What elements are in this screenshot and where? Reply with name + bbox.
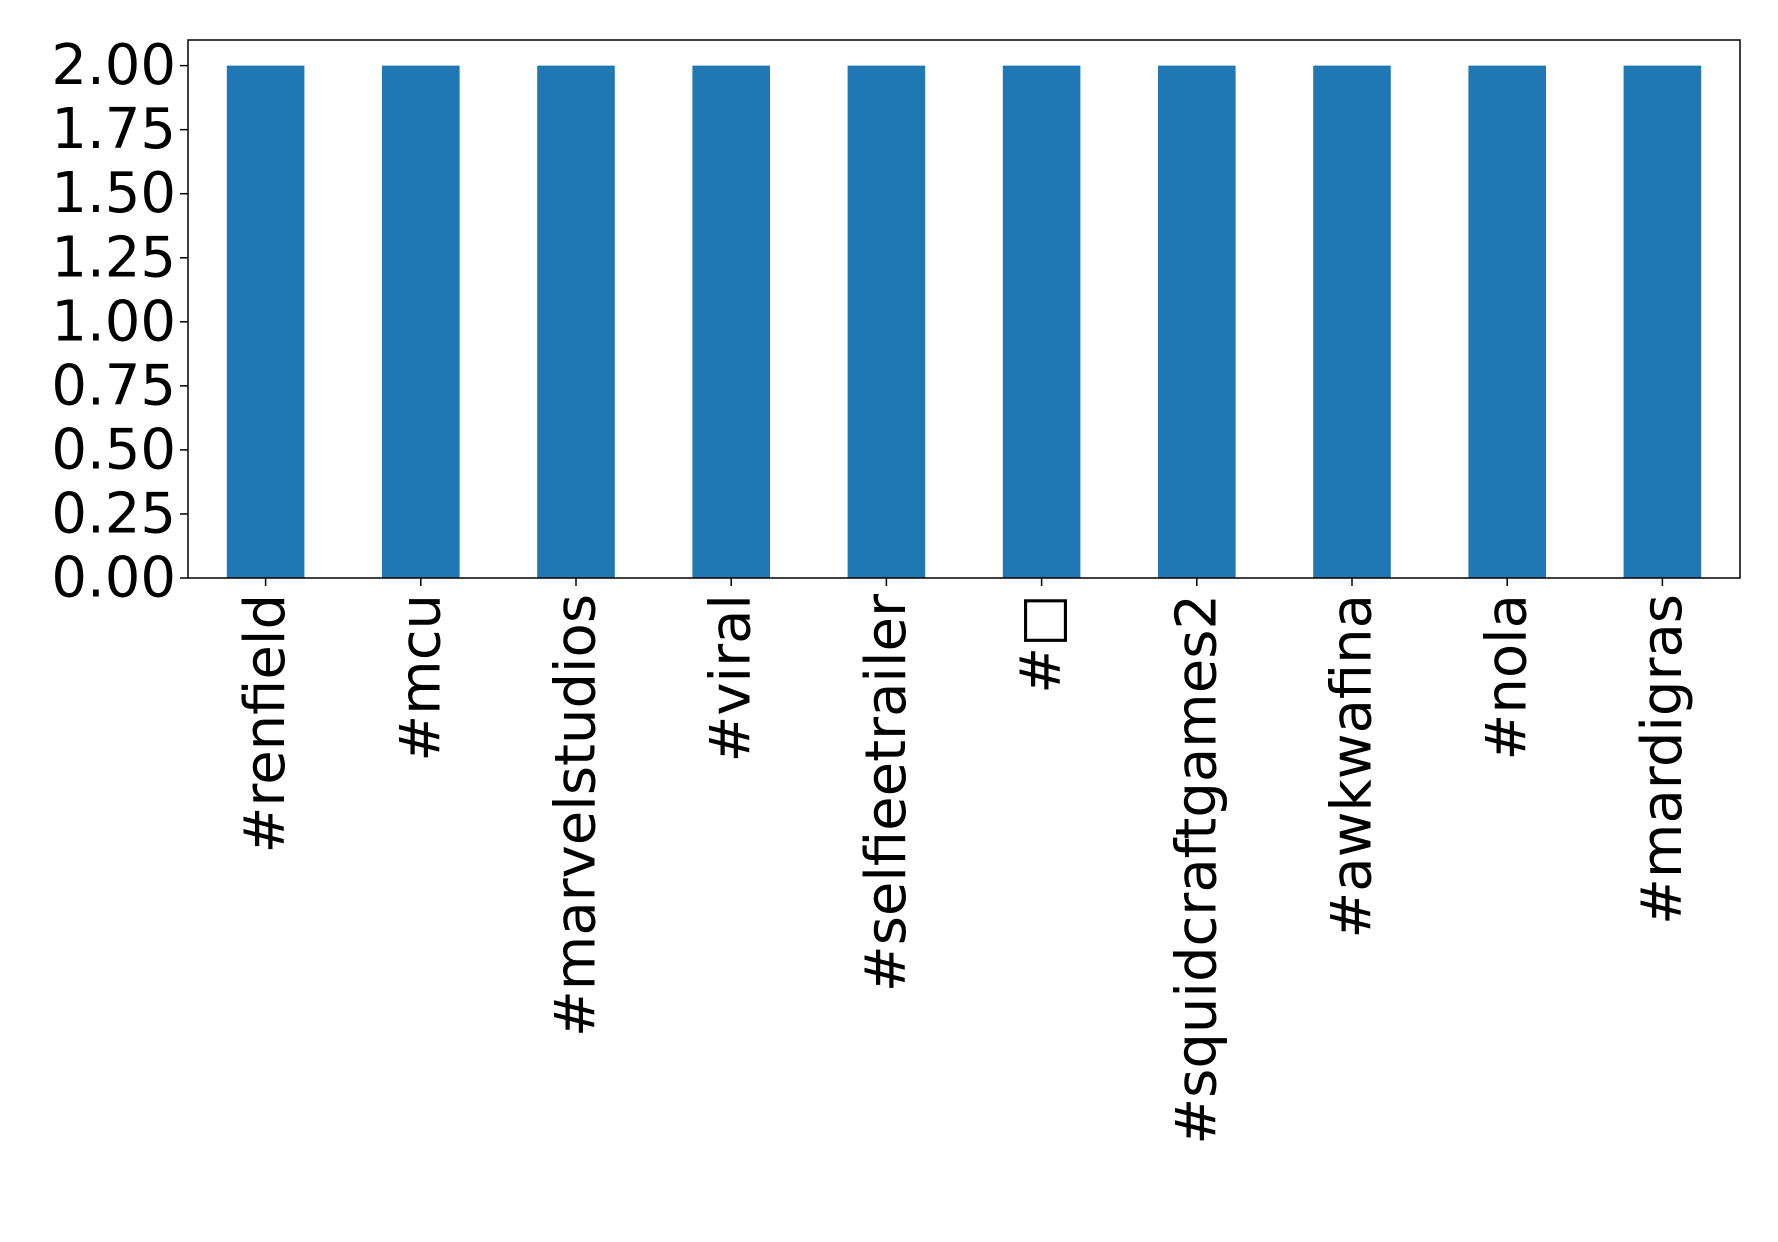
x-tick-label: #renfield — [233, 594, 298, 854]
bar — [1313, 65, 1391, 579]
x-tick-label: #viral — [699, 594, 764, 763]
y-tick-label: 1.00 — [51, 289, 176, 354]
x-tick-label: #mardigras — [1630, 594, 1695, 925]
y-tick-label: 1.50 — [51, 161, 176, 226]
x-tick-label: #squidcraftgames2 — [1164, 594, 1229, 1145]
x-tick-label: #marvelstudios — [544, 594, 609, 1037]
y-tick-label: 0.50 — [51, 417, 176, 482]
plot-frame — [187, 39, 1741, 579]
x-tick-label: #nola — [1475, 594, 1540, 761]
bar — [1158, 65, 1236, 579]
y-tick-label: 1.25 — [51, 225, 176, 290]
bar — [1468, 65, 1546, 579]
y-tick-label: 2.00 — [51, 33, 176, 98]
bar — [1002, 65, 1081, 579]
bar — [692, 65, 770, 579]
x-tick-label: #□ — [1009, 594, 1074, 694]
y-tick-label: 0.75 — [51, 353, 176, 418]
bar — [1623, 65, 1702, 579]
y-tick-label: 0.25 — [51, 481, 176, 546]
x-tick-label: #mcu — [388, 594, 453, 762]
x-tick-label: #selfieetrailer — [854, 593, 919, 992]
y-tick-label: 0.00 — [51, 546, 176, 611]
bar — [382, 65, 460, 579]
bar — [226, 65, 305, 579]
y-tick-label: 1.75 — [51, 97, 176, 162]
bar — [847, 65, 926, 579]
bar — [537, 65, 615, 579]
x-tick-label: #awkwafina — [1320, 594, 1385, 939]
